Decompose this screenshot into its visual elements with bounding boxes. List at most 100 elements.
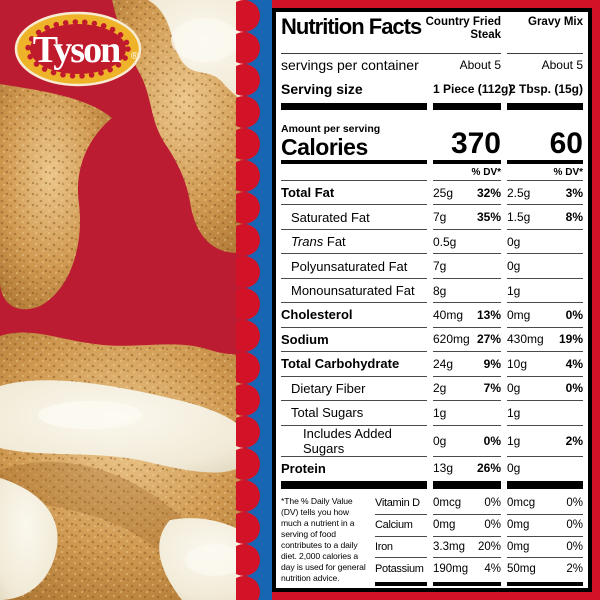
nutrient-label: Total Fat <box>281 185 335 201</box>
nutrient-daily-value: 4% <box>565 356 583 371</box>
scallop-circle <box>236 384 260 416</box>
mineral-rows: Vitamin D 0mcg 0% 0mcg 0% Calcium 0mg 0% 0mg 0% Ir… <box>375 493 583 586</box>
nutrient-amount: 1g <box>433 405 447 420</box>
scallop-circle <box>236 0 260 32</box>
nutrient-amount: 2.5g <box>507 185 531 200</box>
column-header-country-fried-steak: Country Fried Steak <box>407 14 501 54</box>
scallop-circle <box>236 480 260 512</box>
nutrient-daily-value: 19% <box>558 332 583 347</box>
scallop-circle <box>236 128 260 160</box>
tyson-logo: Tyson ® <box>14 11 142 87</box>
scallop-circle <box>236 96 260 128</box>
daily-value-footnote: *The % Daily Value (DV) tells you how mu… <box>281 496 366 583</box>
mineral-daily-value: 4% <box>484 563 501 576</box>
calories-value-col1: 370 <box>450 127 501 160</box>
nutrient-amount: 25g <box>433 185 454 200</box>
nutrient-row: Saturated Fat 7g 35% 1.5g 8% <box>281 204 583 228</box>
scallop-circle <box>236 192 260 224</box>
nutrient-label: Saturated Fat <box>291 209 370 225</box>
mineral-row: Potassium 190mg 4% 50mg 2% <box>375 558 583 580</box>
scallop-circle <box>236 32 260 64</box>
nutrient-daily-value: 3% <box>565 185 583 200</box>
nutrient-daily-value: 8% <box>565 210 583 225</box>
nutrient-amount: 430mg <box>507 332 544 347</box>
servings-value-col1: About 5 <box>459 58 501 72</box>
servings-value-col2: About 5 <box>541 58 583 72</box>
nutrient-label: Protein <box>281 460 326 476</box>
scallop-circle <box>236 512 260 544</box>
scallop-circle <box>236 352 260 384</box>
nutrient-amount: 0.5g <box>433 234 457 249</box>
nutrient-row: Total Sugars 1g 1g <box>281 400 583 424</box>
nutrient-label: Monounsaturated Fat <box>291 283 415 299</box>
nutrient-label: Polyunsaturated Fat <box>291 258 408 274</box>
mineral-daily-value: 0% <box>566 519 583 532</box>
mineral-label: Iron <box>375 540 393 553</box>
calories-row: Amount per serving Calories 370 60 <box>281 111 583 159</box>
mineral-amount: 0mcg <box>433 497 462 510</box>
nutrient-row: Total Carbohydrate 24g 9% 10g 4% <box>281 351 583 375</box>
nutrient-label: Total Sugars <box>291 405 364 421</box>
nutrient-row: Trans Fat 0.5g 0g <box>281 228 583 253</box>
nutrient-label: Includes Added Sugars <box>303 425 392 456</box>
mineral-daily-value: 0% <box>484 497 501 510</box>
mineral-amount: 0mcg <box>507 497 536 510</box>
scallop-circle <box>236 448 260 480</box>
column-header-gravy-mix: Gravy Mix <box>507 14 583 54</box>
serving-size-row: Serving size 1 Piece (112g) 2 Tbsp. (15g… <box>281 76 583 102</box>
nutrient-amount: 24g <box>433 356 454 371</box>
mineral-amount: 190mg <box>433 563 469 576</box>
nutrient-row: Sodium 620mg 27% 430mg 19% <box>281 326 583 351</box>
nutrient-amount: 1.5g <box>507 210 531 225</box>
nutrient-daily-value: 26% <box>476 461 501 476</box>
nutrient-amount: 7g <box>433 259 447 274</box>
calories-value-col2: 60 <box>549 127 583 160</box>
serving-size-value-col1: 1 Piece (112g) <box>433 82 513 96</box>
scallop-circle <box>236 64 260 96</box>
servings-per-container-label: servings per container <box>281 57 419 73</box>
left-photo-panel: Tyson ® <box>0 0 272 600</box>
nutrient-daily-value: 2% <box>565 433 583 448</box>
amount-per-serving-label: Amount per serving <box>281 123 381 136</box>
nutrient-amount: 0mg <box>507 307 531 322</box>
scallop-circle <box>236 576 260 600</box>
mineral-amount: 0mg <box>507 540 530 553</box>
scallop-circle <box>236 544 260 576</box>
mineral-label: Vitamin D <box>375 497 420 510</box>
nutrient-amount: 0g <box>507 259 521 274</box>
nutrient-label: Dietary Fiber <box>291 380 366 396</box>
mineral-amount: 50mg <box>507 563 536 576</box>
logo-scalloped-edge <box>25 19 131 79</box>
nutrition-facts-panel: Nutrition Facts Country Fried Steak Grav… <box>272 8 592 592</box>
nutrient-amount: 1g <box>507 283 521 298</box>
daily-value-header-row: % DV* % DV* <box>281 165 583 180</box>
nutrient-amount: 0g <box>507 461 521 476</box>
nutrient-label: Trans Fat <box>291 234 346 250</box>
mineral-row: Calcium 0mg 0% 0mg 0% <box>375 515 583 537</box>
footnote-and-minerals-section: *The % Daily Value (DV) tells you how mu… <box>281 493 583 586</box>
mineral-daily-value: 2% <box>566 563 583 576</box>
dv-header-col1: % DV* <box>471 167 501 178</box>
serving-size-value-col2: 2 Tbsp. (15g) <box>508 82 583 96</box>
nutrient-row: Includes Added Sugars 0g 0% 1g 2% <box>281 424 583 456</box>
nutrient-amount: 2g <box>433 381 447 396</box>
medium-divider-bar <box>281 160 583 164</box>
thick-divider-bar-bottom <box>281 481 583 489</box>
nutrient-label: Total Carbohydrate <box>281 356 400 372</box>
nutrient-daily-value: 0% <box>565 307 583 322</box>
nutrient-amount: 8g <box>433 283 447 298</box>
mineral-daily-value: 0% <box>484 519 501 532</box>
nutrient-amount: 13g <box>433 461 454 476</box>
nutrient-row: Total Fat 25g 32% 2.5g 3% <box>281 180 583 204</box>
nutrient-daily-value: 9% <box>483 356 501 371</box>
calories-label: Calories <box>281 134 368 160</box>
registered-trademark: ® <box>131 51 139 62</box>
nutrient-amount: 1g <box>507 405 521 420</box>
servings-row: servings per container About 5 About 5 <box>281 54 583 76</box>
mineral-label: Calcium <box>375 519 413 532</box>
mineral-amount: 3.3mg <box>433 540 465 553</box>
nutrient-row: Protein 13g 26% 0g <box>281 455 583 480</box>
nutrient-daily-value: 35% <box>476 210 501 225</box>
panel-header-row: Nutrition Facts Country Fried Steak Grav… <box>281 14 583 54</box>
